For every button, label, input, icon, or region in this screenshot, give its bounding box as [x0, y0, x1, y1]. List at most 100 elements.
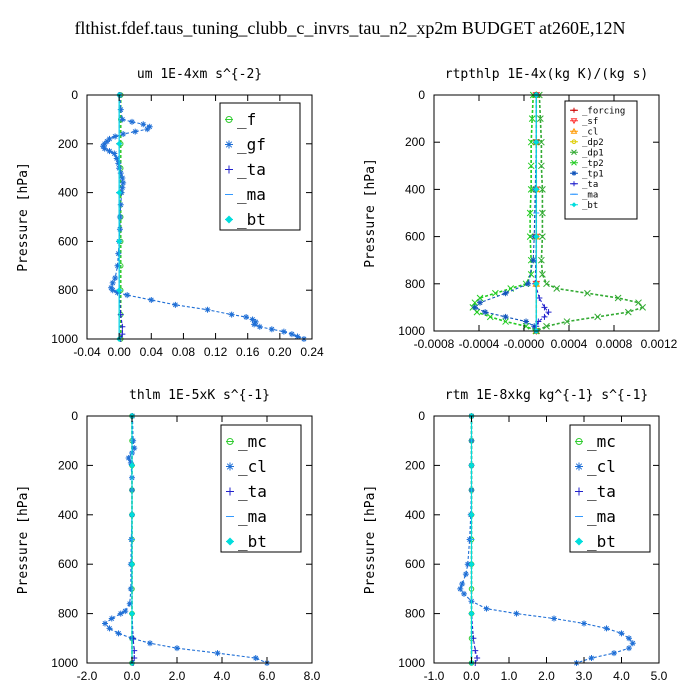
data-point [117, 610, 124, 617]
data-point [468, 561, 475, 568]
x-tick-label: 0.04 [140, 345, 164, 359]
data-point [243, 314, 250, 321]
data-point [104, 138, 111, 145]
legend-label: _bt [582, 201, 598, 211]
data-point [629, 640, 636, 647]
data-point [214, 650, 221, 657]
data-point [539, 271, 546, 278]
y-axis-label: Pressure [hPa] [16, 485, 31, 595]
data-point [102, 620, 108, 627]
data-point [108, 284, 115, 291]
plot-frame [86, 94, 313, 340]
legend-box [219, 102, 301, 231]
data-point [588, 655, 595, 662]
plot-frame [433, 94, 660, 332]
y-tick-label: 800 [405, 277, 425, 291]
panel-title: rtpthlp 1E-4x(kg K)/(kg s) [445, 67, 649, 82]
data-point [527, 138, 535, 146]
x-tick-label: 1.0 [501, 669, 518, 683]
series-tp2 [469, 91, 540, 335]
x-tick-label: -0.0000 [504, 337, 545, 351]
data-point [288, 331, 295, 338]
legend: _forcing_sf_cl_dp2_dp1_tp2_tp1_ta_ma_bt [564, 100, 638, 220]
x-tick-label: 4.0 [613, 669, 630, 683]
data-point [256, 323, 263, 330]
data-point [523, 318, 530, 325]
legend-label: _gf [237, 135, 266, 154]
data-point [106, 148, 113, 155]
legend-marker [570, 127, 578, 134]
data-point [477, 299, 484, 306]
data-point [117, 201, 124, 208]
data-point [551, 615, 557, 622]
data-point [486, 313, 494, 321]
data-point [538, 256, 545, 264]
data-point [115, 630, 122, 637]
data-point [116, 189, 123, 196]
data-point [127, 585, 134, 592]
data-point [114, 262, 121, 269]
y-tick-label: 200 [58, 137, 78, 151]
data-point [131, 445, 138, 452]
x-tick-label: 2.0 [169, 669, 186, 683]
y-tick-label: 600 [58, 557, 78, 571]
data-point [492, 289, 499, 297]
legend-marker [575, 487, 583, 496]
x-tick-label: 0.20 [268, 345, 292, 359]
y-axis-label: Pressure [hPa] [363, 158, 378, 268]
y-tick-label: 0 [71, 409, 78, 423]
y-tick-label: 200 [405, 135, 425, 149]
legend-marker [225, 140, 233, 149]
data-point [537, 115, 544, 122]
data-point [119, 184, 126, 191]
data-point [116, 140, 123, 147]
data-point [543, 280, 550, 288]
data-point [468, 511, 475, 518]
y-tick-label: 400 [405, 508, 425, 522]
data-point [119, 174, 126, 181]
x-tick-label: 0.00 [107, 345, 131, 359]
data-point [125, 454, 132, 461]
series-bt [116, 92, 123, 342]
data-point [116, 214, 123, 220]
legend-label: _ma [238, 507, 267, 526]
x-tick-label: 3.0 [576, 669, 593, 683]
data-point [594, 313, 601, 321]
series-line [473, 95, 537, 332]
data-point [294, 333, 301, 340]
data-point [126, 600, 133, 607]
legend-label: _ta [582, 180, 598, 190]
data-point [539, 233, 546, 240]
data-point [112, 275, 119, 281]
data-point [114, 289, 121, 296]
series-bt [468, 413, 475, 666]
y-tick-label: 600 [58, 234, 78, 248]
x-tick-label: 0.0 [124, 669, 141, 683]
panel-title: um 1E-4xm s^{-2} [137, 67, 262, 82]
legend-label: _dp2 [582, 138, 604, 148]
legend-label: _ta [238, 482, 267, 501]
y-tick-label: 800 [58, 607, 78, 621]
legend-marker [571, 139, 577, 145]
x-tick-label: -0.0004 [459, 337, 500, 351]
legend-label: _dp1 [582, 148, 604, 158]
legend-marker [575, 462, 583, 471]
data-point [115, 250, 122, 257]
data-point [611, 650, 617, 657]
x-tick-label: -1.0 [424, 669, 445, 683]
x-tick-label: 0.08 [172, 345, 196, 359]
data-point [533, 139, 540, 146]
data-point [461, 590, 467, 597]
legend-label: _bt [238, 532, 267, 551]
legend-label: _ma [582, 190, 598, 200]
data-point [639, 304, 646, 311]
data-point [112, 133, 119, 140]
y-tick-label: 600 [405, 230, 425, 244]
data-point [204, 306, 211, 313]
data-point [471, 299, 479, 307]
data-point [584, 289, 591, 297]
data-point [127, 459, 134, 466]
y-tick-label: 600 [405, 557, 425, 571]
x-tick-label: 6.0 [259, 669, 276, 683]
data-point [459, 580, 466, 587]
